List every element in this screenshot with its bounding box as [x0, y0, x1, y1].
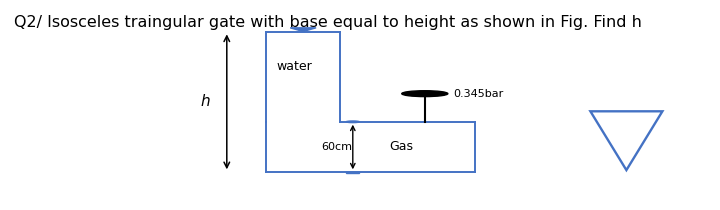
Text: 0.345bar: 0.345bar [454, 89, 504, 99]
Text: h: h [200, 94, 210, 109]
Ellipse shape [346, 121, 359, 123]
Text: 60cm: 60cm [321, 142, 353, 152]
Ellipse shape [402, 91, 448, 97]
Polygon shape [290, 28, 316, 32]
Text: water: water [276, 60, 312, 73]
Bar [346, 172, 359, 173]
Text: Q2/ Isosceles traingular gate with base equal to height as shown in Fig. Find h: Q2/ Isosceles traingular gate with base … [14, 15, 642, 30]
Text: Gas: Gas [389, 140, 413, 154]
